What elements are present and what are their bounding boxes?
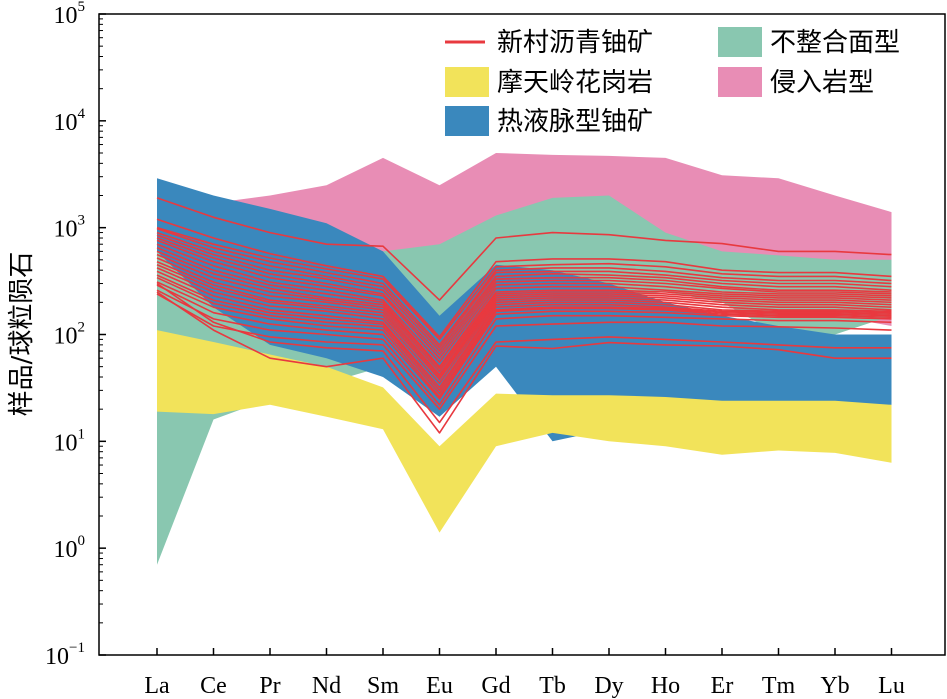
field-bands	[157, 153, 892, 565]
y-tick-label: 101	[54, 426, 86, 456]
legend-label: 热液脉型铀矿	[497, 107, 653, 137]
legend-item-intrusion: 侵入岩型	[718, 67, 874, 98]
sample-lines	[156, 197, 892, 434]
legend-item-hydro: 热液脉型铀矿	[445, 106, 653, 137]
x-tick-label-Gd: Gd	[481, 673, 510, 699]
sample-line-5	[156, 231, 892, 349]
sample-line-4	[156, 227, 892, 346]
sample-line-18	[156, 274, 892, 392]
sample-line-17	[156, 270, 892, 389]
sample-line-20	[156, 281, 892, 398]
x-tick-label-Er: Er	[711, 673, 734, 699]
x-tick-label-Tm: Tm	[762, 673, 796, 699]
y-axis: 10−1 100 101 102 103 104 105	[45, 0, 106, 670]
legend-item-motian: 摩天岭花岗岩	[445, 67, 653, 98]
band-motian	[157, 330, 892, 533]
legend-label: 不整合面型	[770, 28, 900, 58]
legend-item-xincun: 新村沥青铀矿	[445, 28, 653, 58]
x-tick-label-Pr: Pr	[259, 673, 280, 699]
sample-line-1	[156, 197, 892, 301]
legend-swatch-unconf	[718, 27, 762, 57]
y-tick-label: 104	[54, 106, 86, 136]
y-tick-label: 100	[54, 533, 86, 563]
x-tick-label-La: La	[144, 673, 170, 699]
x-tick-label-Lu: Lu	[878, 673, 905, 699]
x-tick-label-Ho: Ho	[651, 673, 680, 699]
y-tick-label: 102	[54, 320, 86, 350]
sample-line-19	[156, 276, 892, 395]
legend-label: 摩天岭花岗岩	[497, 68, 653, 98]
sample-line-22	[156, 289, 892, 406]
y-tick-label: 10−1	[45, 640, 85, 670]
sample-line-10	[156, 246, 892, 368]
legend-swatch-motian	[445, 67, 489, 97]
y-tick-label: 103	[54, 213, 86, 243]
sample-line-21	[156, 284, 892, 400]
sample-line-24	[156, 282, 892, 424]
y-tick-label: 105	[54, 0, 86, 29]
sample-line-13	[156, 257, 892, 376]
sample-line-6	[156, 234, 892, 352]
x-tick-label-Dy: Dy	[594, 673, 623, 699]
legend-label: 新村沥青铀矿	[497, 28, 653, 58]
legend-label: 侵入岩型	[770, 68, 874, 98]
x-tick-label-Eu: Eu	[426, 673, 453, 699]
sample-line-3	[156, 226, 892, 341]
sample-line-14	[156, 260, 892, 378]
sample-line-25	[156, 291, 892, 434]
x-tick-label-Nd: Nd	[312, 673, 341, 699]
sample-line-15	[156, 263, 892, 381]
legend-item-unconf: 不整合面型	[718, 27, 900, 58]
sample-line-7	[156, 237, 892, 356]
x-tick-label-Ce: Ce	[200, 673, 227, 699]
sample-line-16	[156, 267, 892, 385]
x-tick-label-Tb: Tb	[539, 673, 566, 699]
y-axis-title: 样品/球粒陨石	[7, 252, 37, 417]
sample-line-2	[156, 218, 892, 338]
sample-line-12	[156, 253, 892, 373]
legend-swatch-intrusion	[718, 67, 762, 97]
sample-line-9	[156, 243, 892, 364]
x-tick-label-Yb: Yb	[820, 673, 849, 699]
x-axis: La Ce Pr Nd Sm Eu Gd Tb Dy Ho Er Tm Yb Lu	[144, 648, 905, 699]
sample-line-23	[156, 293, 892, 411]
x-tick-label-Sm: Sm	[367, 673, 399, 699]
legend-swatch-hydro	[445, 106, 489, 136]
sample-line-8	[156, 239, 892, 360]
sample-line-11	[156, 250, 892, 370]
